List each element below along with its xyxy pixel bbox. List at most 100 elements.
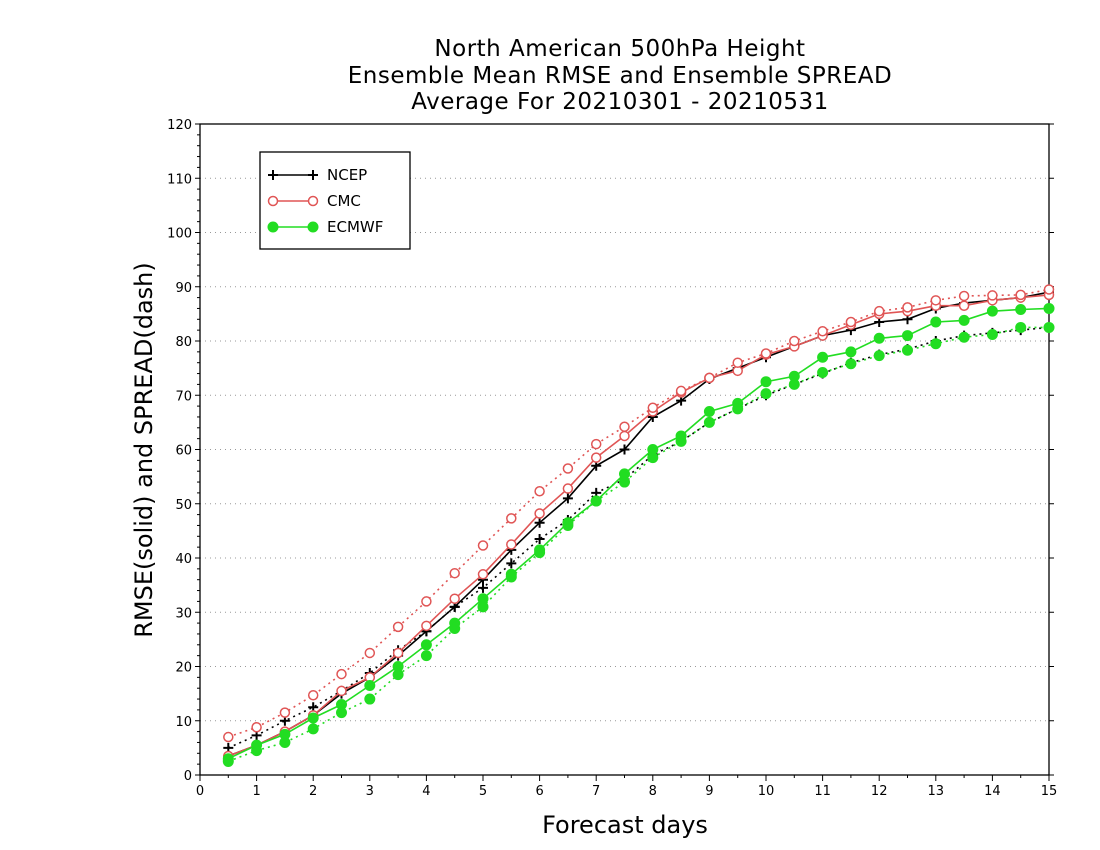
- y-tick-label: 70: [175, 389, 192, 404]
- series-layer: [222, 284, 1055, 767]
- x-tick-label: 9: [705, 784, 713, 799]
- data-point: [477, 569, 489, 580]
- data-point: [222, 755, 234, 767]
- data-point: [817, 325, 828, 337]
- x-tick-label: 13: [928, 784, 945, 799]
- series-line: [228, 326, 1049, 763]
- data-point: [788, 378, 800, 390]
- data-point: [1015, 289, 1026, 301]
- data-point: [534, 534, 545, 545]
- legend-marker: [267, 195, 279, 207]
- data-point: [307, 723, 319, 735]
- data-point: [307, 712, 319, 724]
- x-tick-label: 7: [592, 784, 600, 799]
- data-point: [478, 582, 488, 593]
- data-point: [506, 513, 517, 524]
- legend-label: ECMWF: [327, 218, 383, 236]
- x-tick-label: 3: [366, 784, 374, 799]
- data-point: [449, 623, 461, 635]
- x-tick-label: 4: [422, 784, 430, 799]
- legend-marker: [267, 221, 279, 233]
- data-point: [619, 430, 630, 442]
- data-point: [930, 316, 942, 328]
- x-tick-label: 6: [535, 784, 543, 799]
- x-tick-label: 2: [309, 784, 317, 799]
- x-tick-label: 15: [1041, 784, 1058, 799]
- data-point: [958, 300, 970, 311]
- data-point: [534, 547, 546, 559]
- data-point: [958, 290, 970, 302]
- data-point: [930, 338, 942, 350]
- data-point: [420, 639, 432, 651]
- data-point: [534, 508, 545, 519]
- y-tick-label: 50: [175, 498, 192, 513]
- data-point: [336, 685, 347, 697]
- legend-item-ecmwf: ECMWF: [267, 218, 383, 236]
- data-point: [619, 421, 630, 432]
- data-point: [562, 519, 574, 531]
- data-point: [1043, 302, 1055, 314]
- data-point: [392, 647, 404, 659]
- series-line: [228, 288, 1050, 738]
- data-point: [873, 332, 885, 344]
- data-point: [364, 693, 376, 705]
- chart-title-line-1: North American 500hPa Height: [434, 36, 806, 62]
- y-tick-label: 60: [175, 444, 192, 459]
- data-point: [760, 376, 772, 388]
- chart-title-line-3: Average For 20210301 - 20210531: [411, 89, 829, 115]
- data-point: [902, 330, 913, 342]
- series-line: [227, 307, 1050, 760]
- series-line: [228, 294, 1050, 757]
- data-point: [845, 346, 857, 358]
- y-tick-label: 20: [175, 661, 192, 676]
- legend-marker: [307, 195, 319, 207]
- x-tick-label: 14: [984, 784, 1001, 799]
- series-ecmwf-rmse: [222, 302, 1055, 765]
- data-point: [590, 438, 602, 450]
- data-point: [647, 402, 659, 413]
- series-line: [227, 326, 1050, 749]
- data-point: [1015, 304, 1027, 316]
- y-tick-label: 110: [167, 172, 192, 187]
- data-point: [1043, 321, 1055, 333]
- data-point: [902, 344, 913, 356]
- data-point: [251, 745, 263, 757]
- data-point: [902, 302, 913, 313]
- data-point: [817, 351, 829, 363]
- x-tick-label: 11: [814, 784, 831, 799]
- y-tick-label: 10: [175, 715, 192, 730]
- x-tick-label: 12: [871, 784, 888, 799]
- data-point: [506, 558, 517, 569]
- y-tick-label: 120: [167, 118, 192, 133]
- data-point: [223, 731, 234, 743]
- data-point: [1043, 284, 1055, 295]
- data-point: [307, 690, 319, 701]
- data-point: [392, 669, 404, 681]
- data-point: [958, 331, 970, 343]
- legend-item-cmc: CMC: [267, 192, 361, 210]
- y-tick-label: 30: [175, 606, 192, 621]
- data-point: [562, 463, 574, 474]
- data-point: [421, 620, 432, 632]
- y-tick-label: 40: [175, 552, 192, 567]
- data-point: [703, 416, 715, 428]
- y-tick-label: 90: [175, 281, 192, 296]
- data-point: [1015, 321, 1027, 333]
- data-point: [619, 476, 630, 488]
- data-point: [930, 295, 942, 306]
- x-tick-label: 5: [479, 784, 487, 799]
- data-point: [251, 722, 262, 733]
- data-point: [534, 517, 545, 528]
- legend-item-ncep: NCEP: [268, 166, 367, 184]
- data-point: [421, 596, 432, 607]
- x-tick-label: 8: [649, 784, 657, 799]
- data-point: [279, 736, 291, 748]
- data-point: [506, 539, 517, 550]
- data-point: [732, 357, 743, 368]
- data-point: [873, 305, 885, 317]
- data-point: [789, 335, 800, 347]
- data-point: [364, 679, 376, 691]
- data-point: [987, 290, 998, 301]
- data-point: [336, 707, 347, 719]
